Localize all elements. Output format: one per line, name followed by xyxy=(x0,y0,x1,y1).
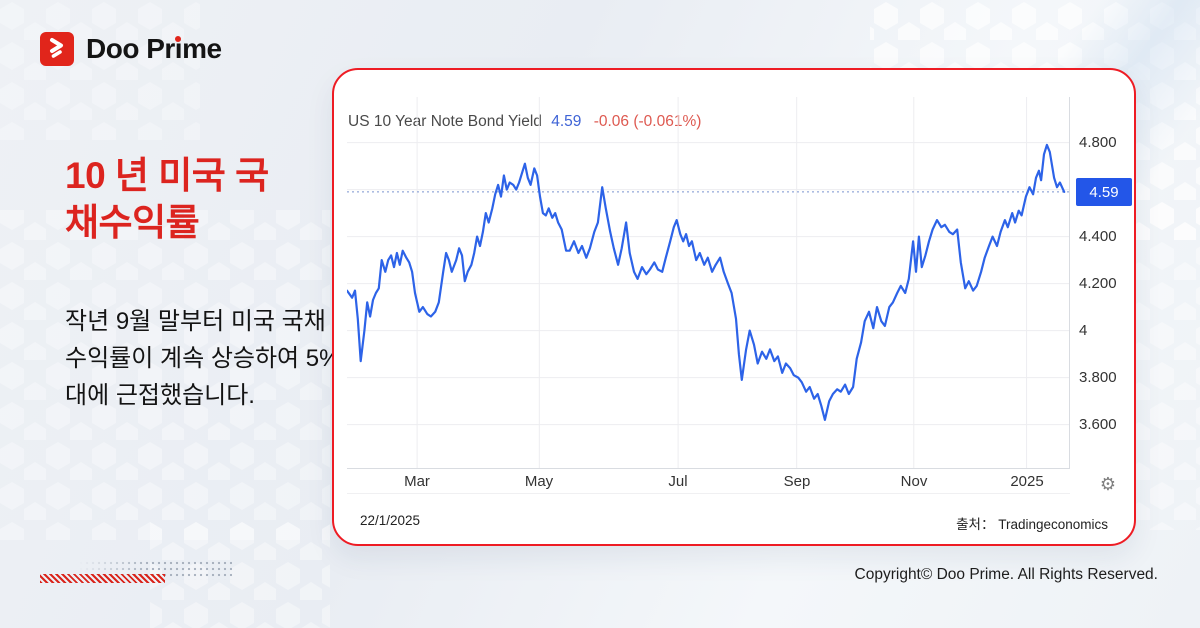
y-axis-label: 4 xyxy=(1079,322,1088,339)
yield-line xyxy=(347,143,1066,421)
y-axis-label: 4.800 xyxy=(1079,134,1117,151)
x-axis-label: Sep xyxy=(783,473,811,490)
brand-name-part: Doo Pr xyxy=(86,33,175,64)
y-axis-label: 3.800 xyxy=(1079,369,1117,386)
page-title-line: 채수익률 xyxy=(65,202,200,243)
chart-source: 출처： Tradingeconomics xyxy=(956,517,1108,532)
doo-prime-logo-icon xyxy=(40,32,74,66)
y-axis-label: 4.200 xyxy=(1079,275,1117,292)
x-axis: Mar May Jul Sep Nov 2025 xyxy=(347,469,1070,494)
y-axis-label: 3.600 xyxy=(1079,416,1117,433)
brand-header: Doo Pr i me xyxy=(40,32,222,66)
x-axis-label: May xyxy=(524,473,554,490)
x-axis-label: Jul xyxy=(668,473,688,490)
x-axis-label: 2025 xyxy=(1010,473,1044,490)
x-axis-label: Nov xyxy=(900,473,928,490)
chart-date: 22/1/2025 xyxy=(360,513,421,528)
chart-title: US 10 Year Note Bond Yield xyxy=(348,113,542,130)
brand-name-part: me xyxy=(182,33,222,64)
brand-i-dot xyxy=(175,35,182,42)
chart-card: US 10 Year Note Bond Yield 4.59 -0.06 (-… xyxy=(332,68,1136,546)
description-text: 작년 9월 말부터 미국 국채 수익률이 계속 상승하여 5%대에 근접했습니다… xyxy=(65,308,341,409)
chart-last-value: 4.59 xyxy=(551,113,582,130)
brand-name-part: i xyxy=(174,33,183,64)
x-axis-label: Mar xyxy=(404,473,430,490)
chart-title-row: US 10 Year Note Bond Yield 4.59 -0.06 (-… xyxy=(348,113,701,131)
y-axis-label: 4.400 xyxy=(1079,228,1117,245)
page-title: 10 년 미국 국 채수익률 xyxy=(65,152,355,246)
brand-name: Doo Pr i me xyxy=(86,33,222,65)
settings-gear-icon[interactable]: ⚙ xyxy=(1099,474,1117,494)
footer-red-stripe xyxy=(40,574,165,583)
y-axis: 4.800 4.400 4.200 4 3.800 3.600 xyxy=(1075,97,1137,469)
yield-line-chart[interactable] xyxy=(347,97,1070,469)
copyright-text: Copyright© Doo Prime. All Rights Reserve… xyxy=(854,566,1158,583)
page-title-line: 10 년 미국 국 xyxy=(65,155,269,196)
last-price-badge: 4.59 xyxy=(1076,178,1132,206)
chart-change: -0.06 (-0.061%) xyxy=(593,113,702,130)
